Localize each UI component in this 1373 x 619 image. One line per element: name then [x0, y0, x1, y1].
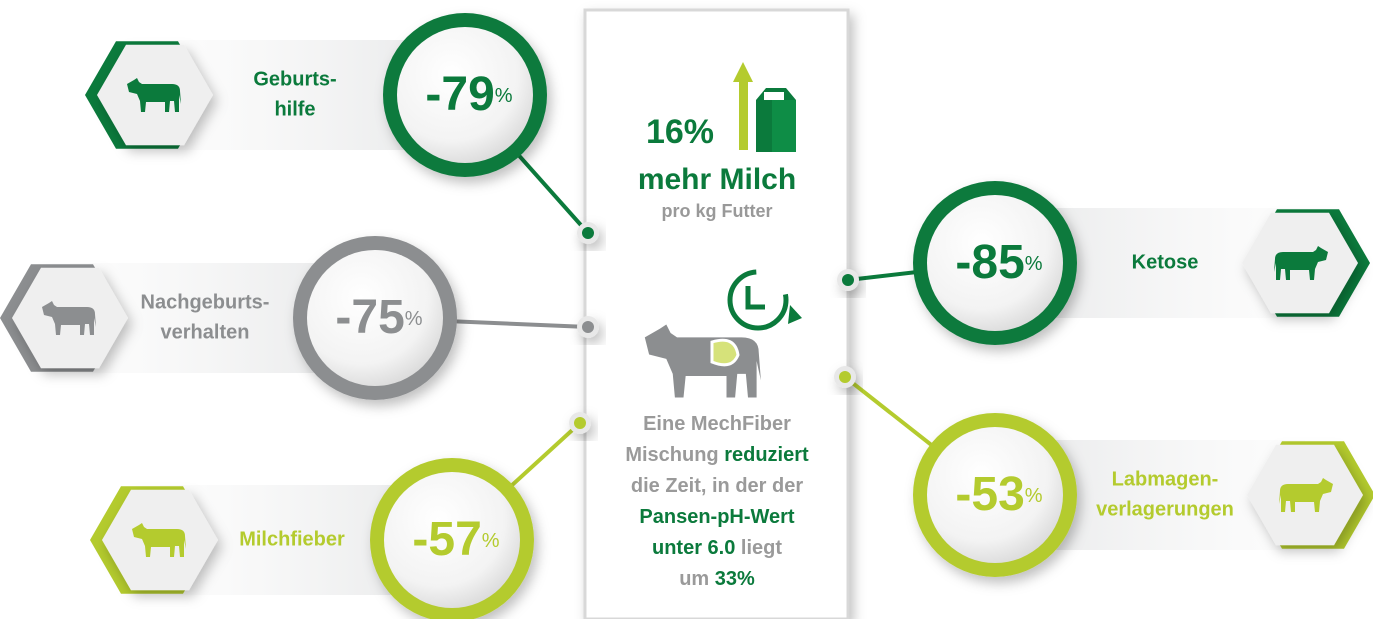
paragraph-line: um 33% — [679, 568, 755, 590]
item-value: -75 — [335, 291, 404, 344]
item-value: -79 — [425, 68, 494, 121]
item-unit: % — [482, 530, 500, 552]
paragraph-line: Eine MechFiber — [643, 413, 791, 435]
milk-subline: pro kg Futter — [662, 201, 773, 221]
item-unit: % — [495, 85, 513, 107]
item-unit: % — [1025, 485, 1043, 507]
paragraph-segment: Eine MechFiber — [643, 413, 791, 435]
item-label: verlagerungen — [1096, 498, 1234, 520]
paragraph-line: unter 6.0 liegt — [652, 537, 782, 559]
connector-dot — [842, 274, 854, 286]
paragraph-line: die Zeit, in der der — [631, 475, 803, 497]
item-unit: % — [1025, 253, 1043, 275]
paragraph-segment: die Zeit, in der der — [631, 475, 803, 497]
connector-dot — [582, 321, 594, 333]
milk-headline: mehr Milch — [638, 163, 796, 196]
item-label: Geburts- — [253, 68, 336, 90]
item-label: Ketose — [1132, 251, 1199, 273]
item-label: hilfe — [274, 98, 315, 120]
item-value: -53 — [955, 468, 1024, 521]
item-label: verhalten — [161, 321, 250, 343]
item-label: Milchfieber — [239, 528, 345, 550]
item-value: -57 — [412, 513, 481, 566]
paragraph-line: Pansen-pH-Wert — [639, 506, 795, 528]
connector-dot — [574, 417, 586, 429]
paragraph-segment: Mischung — [625, 444, 724, 466]
item-label: Nachgeburts- — [141, 291, 270, 313]
item-value: -85 — [955, 236, 1024, 289]
item-label: Labmagen- — [1112, 468, 1219, 490]
milk-value: 16% — [646, 113, 714, 151]
paragraph-line: Mischung reduziert — [625, 444, 809, 466]
infographic: 16% mehr Milch pro kg Futter Geburts-hil… — [0, 0, 1373, 619]
connector-dot — [839, 371, 851, 383]
paragraph-segment: um — [679, 568, 715, 590]
connector-dot — [582, 227, 594, 239]
paragraph-segment: reduziert — [724, 444, 809, 466]
paragraph-segment: liegt — [735, 537, 782, 559]
paragraph-segment: Pansen-pH-Wert — [639, 506, 795, 528]
item-unit: % — [405, 308, 423, 330]
paragraph-segment: 33% — [715, 568, 755, 590]
paragraph-segment: unter 6.0 — [652, 537, 735, 559]
